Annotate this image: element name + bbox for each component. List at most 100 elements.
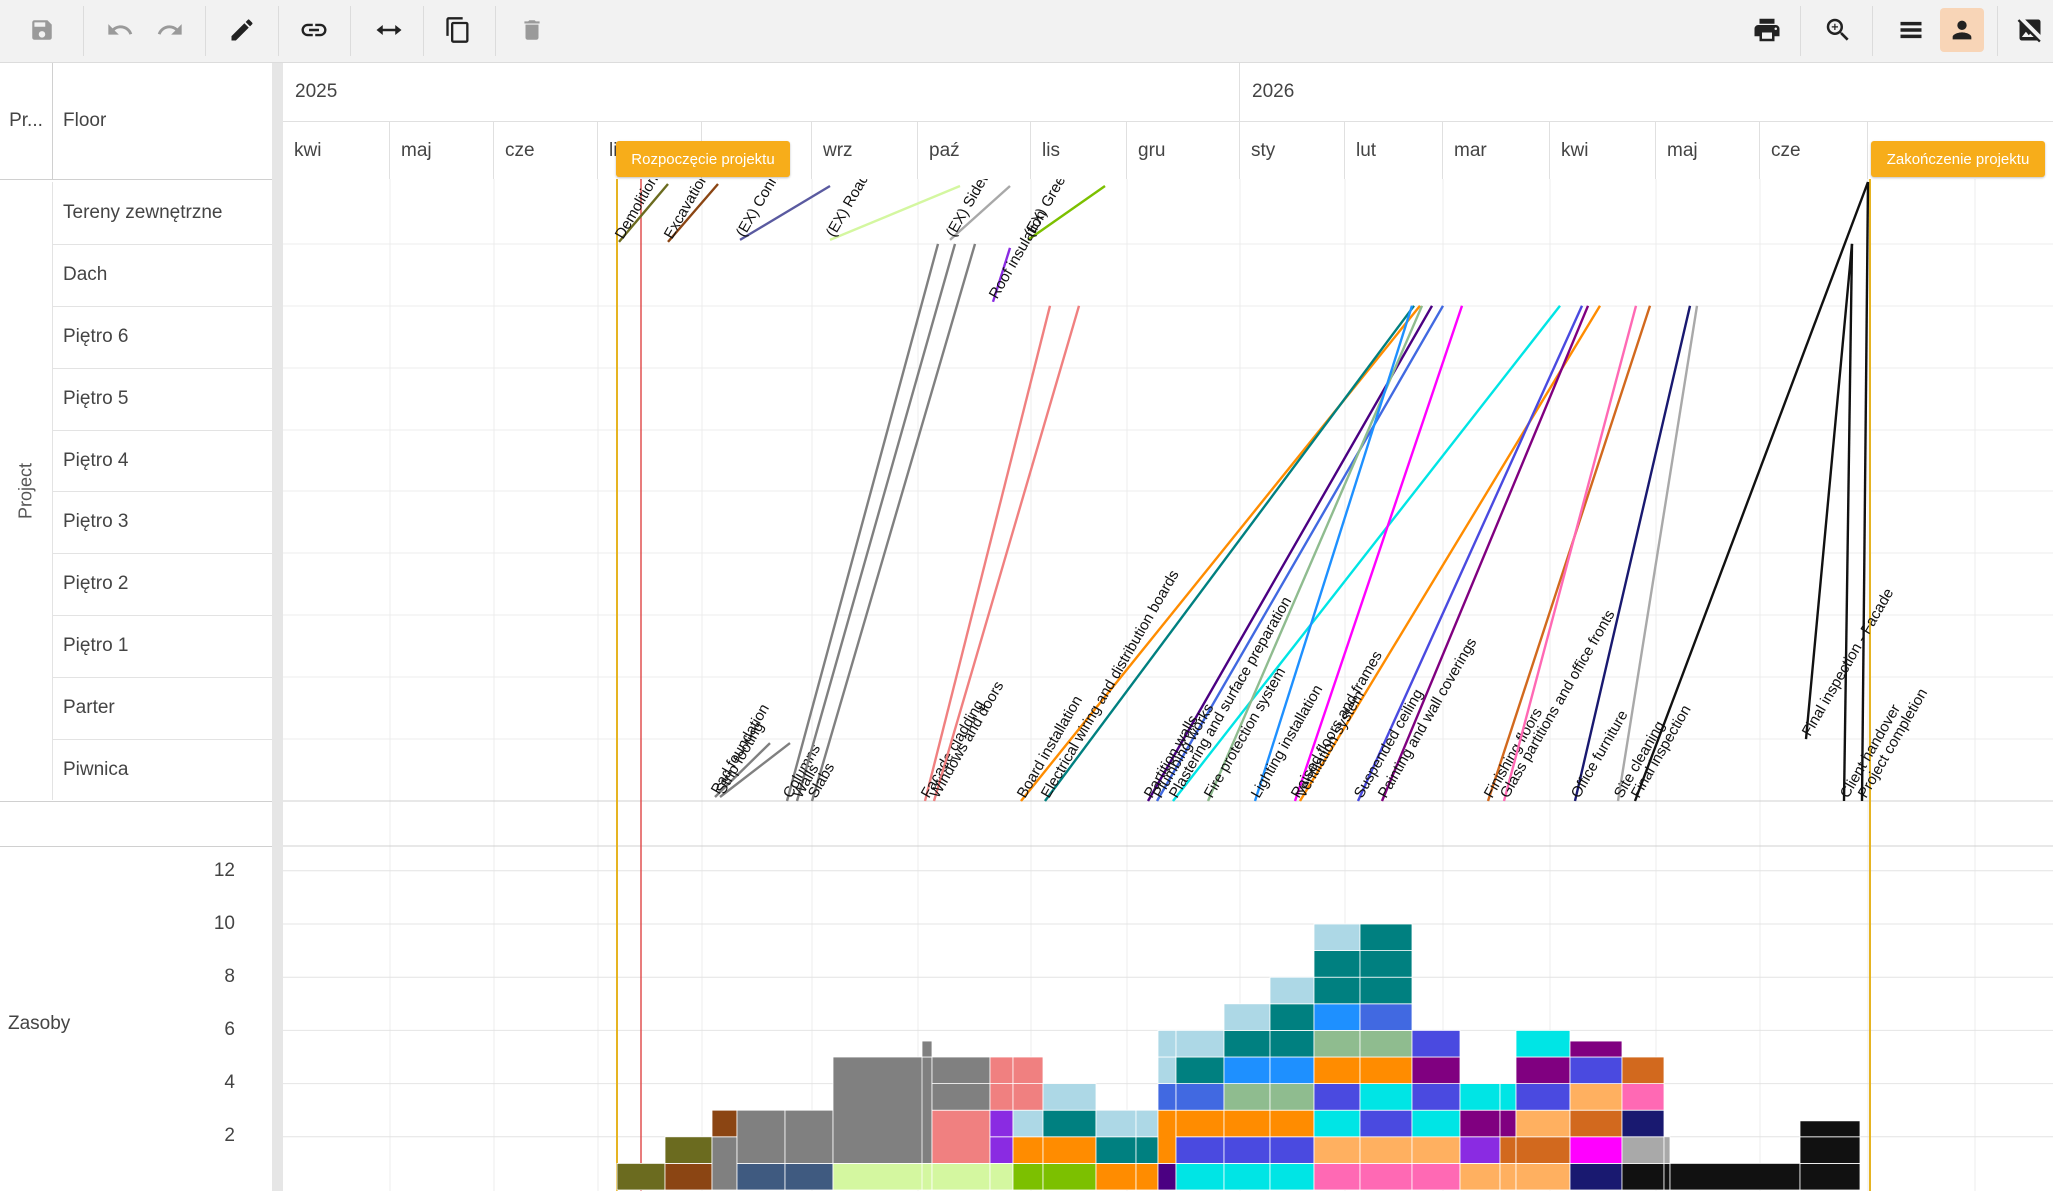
no-image-button[interactable] [2010,8,2050,52]
resource-bar [1515,1136,1571,1164]
resource-bar [1515,1056,1571,1085]
resource-bar [1095,1163,1137,1191]
row-label[interactable]: Parter [63,697,115,718]
link-button[interactable] [292,8,336,52]
resource-bar [1313,1109,1361,1138]
resource-bar [784,1109,834,1164]
resource-bar [931,1109,991,1164]
resource-bar [1411,1136,1461,1164]
task-line [1027,185,1106,241]
print-button[interactable] [1745,8,1789,52]
resource-bar [989,1083,1014,1111]
zoom-button[interactable] [1816,8,1860,52]
task-line [667,183,719,243]
resource-axis-tick: 8 [224,966,235,987]
task-line [1616,305,1699,802]
resource-bar [1799,1163,1861,1191]
resource-bar [1269,1163,1315,1191]
task-line [1804,243,1854,740]
task-label: Windows and doors [927,678,1008,801]
task-line [810,243,977,802]
undo-button[interactable] [98,8,142,52]
milestone-end[interactable]: Zakończenie projektu [1871,141,2045,177]
redo-button[interactable] [148,8,192,52]
resource-bar [931,1083,991,1111]
row-label[interactable]: Piętro 6 [63,326,129,347]
resource-axis-tick: 10 [213,913,235,934]
resource-bar [1042,1163,1097,1191]
task-label: Demolitions [612,179,666,242]
resource-bar [1359,923,1413,952]
resource-bar [1313,1030,1361,1058]
task-line [1633,181,1870,802]
column-floor-header[interactable]: Floor [63,110,107,131]
resource-bar [711,1136,738,1191]
resource-bar [1095,1136,1137,1164]
task-line [1298,305,1602,802]
milestone-start[interactable]: Rozpoczęcie projektu [616,141,790,177]
no-image-icon [2017,19,2041,43]
resource-bar [1223,1056,1271,1085]
resource-axis-tick: 12 [213,860,235,881]
row-label[interactable]: Tereny zewnętrzne [63,202,223,223]
resource-bar [1569,1109,1623,1138]
save-button[interactable] [20,8,64,52]
edit-button[interactable] [220,8,264,52]
month-cell: wrz [812,121,918,179]
person-view-button[interactable] [1940,8,1984,52]
row-label[interactable]: Piętro 2 [63,573,129,594]
row-label[interactable]: Piętro 4 [63,450,129,471]
row-label[interactable]: Piętro 3 [63,511,129,532]
task-line [719,742,791,798]
year-cell: 2026 [1252,81,1295,102]
resource-bar [1157,1109,1177,1164]
resource-bar [1223,1163,1271,1191]
resource-bar [1223,1109,1271,1138]
resource-bar [1175,1030,1225,1058]
resource-bar [616,1163,666,1191]
task-line [1356,305,1584,802]
resize-horizontal-button[interactable] [364,8,414,52]
resource-bar [989,1136,1014,1164]
copy-button[interactable] [436,8,480,52]
column-project-header[interactable]: Pr... [0,63,53,179]
row-label[interactable]: Dach [63,264,108,285]
task-line [991,247,1012,303]
month-cell: maj [390,121,494,179]
resource-bar [931,1163,991,1191]
resource-bar [711,1109,738,1138]
resource-bar [1459,1109,1501,1138]
list-view-button[interactable] [1889,8,1933,52]
resource-bar [1012,1163,1044,1191]
resource-bar [1135,1163,1159,1191]
panel-splitter[interactable] [272,63,283,1191]
month-cell: lis [1031,121,1127,179]
resource-bar [1411,1030,1461,1058]
resource-bar [1313,950,1361,978]
row-label[interactable]: Piętro 5 [63,388,129,409]
row-label[interactable]: Piętro 1 [63,635,129,656]
resource-bar [1621,1083,1665,1111]
task-line [949,185,1011,241]
month-cell: cze [494,121,598,179]
task-label: Roof insulation [986,207,1050,301]
resource-axis-tick: 4 [224,1072,235,1093]
resource-bar [1411,1083,1461,1111]
resource-bar [1313,1136,1361,1164]
row-label[interactable]: Piwnica [63,759,129,780]
resource-bar [1223,1003,1271,1031]
undo-icon [108,24,133,35]
resource-bar [1499,1136,1517,1164]
delete-button[interactable] [510,8,554,52]
resource-bar [1135,1109,1159,1138]
resource-bar [1269,1136,1315,1164]
resource-bar [1359,1056,1413,1085]
resource-bar [664,1163,713,1191]
grid-header: Pr... Floor [0,63,273,180]
task-line [923,305,1052,802]
resource-bar [1499,1163,1517,1191]
resource-bar [1269,1003,1315,1031]
resource-bar [1269,1109,1315,1138]
resource-bar [1042,1109,1097,1138]
